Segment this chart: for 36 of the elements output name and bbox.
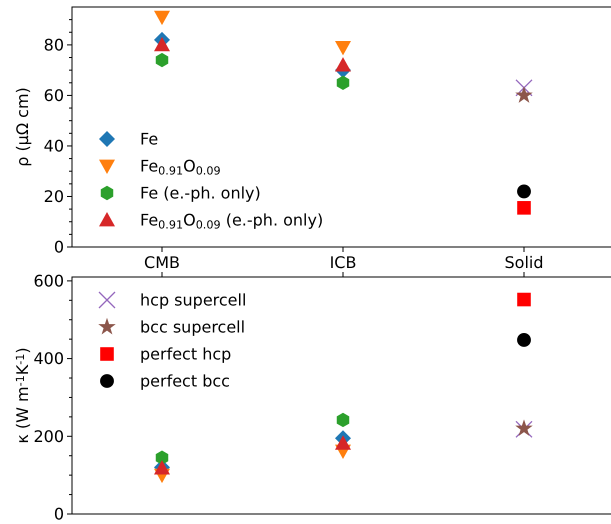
point bbox=[335, 57, 351, 72]
point bbox=[336, 412, 350, 428]
y-tick-label: 60 bbox=[44, 86, 64, 106]
y-axis-title: ρ (μΩ cm) bbox=[13, 87, 32, 167]
point bbox=[156, 52, 168, 68]
legend-label: Fe (e.-ph. only) bbox=[140, 184, 261, 203]
point bbox=[154, 36, 170, 52]
point bbox=[517, 292, 531, 306]
point bbox=[336, 76, 350, 90]
legend-label: perfect hcp bbox=[140, 344, 232, 364]
point bbox=[517, 333, 531, 347]
y-tick-label: 0 bbox=[54, 504, 64, 524]
point bbox=[156, 450, 168, 465]
y-tick-label: 600 bbox=[33, 271, 64, 290]
y-tick-label: 40 bbox=[44, 136, 64, 156]
point bbox=[154, 10, 170, 26]
point bbox=[517, 201, 531, 215]
legend-label: Fe bbox=[140, 130, 158, 149]
point bbox=[515, 79, 533, 96]
y-tick-label: 400 bbox=[33, 349, 64, 368]
point bbox=[335, 41, 351, 56]
x-tick-label: Solid bbox=[504, 253, 544, 272]
point bbox=[517, 184, 531, 198]
legend-label: bcc supercell bbox=[140, 318, 246, 337]
legend-label: hcp supercell bbox=[140, 290, 246, 310]
point bbox=[515, 86, 533, 103]
point bbox=[335, 435, 351, 450]
x-tick-label: CMB bbox=[144, 253, 180, 272]
x-tick-label: ICB bbox=[330, 253, 356, 272]
legend-label: Fe$_{0.91}$O$_{0.09}$ (e.-ph. only) bbox=[140, 210, 324, 232]
y-tick-label: 20 bbox=[44, 187, 64, 206]
y-tick-label: 80 bbox=[44, 35, 64, 54]
legend-label: perfect bcc bbox=[140, 372, 230, 391]
legend-label: Fe$_{0.91}$O$_{0.09}$ bbox=[140, 156, 221, 178]
y-tick-label: 0 bbox=[54, 238, 64, 257]
y-tick-label: 200 bbox=[33, 426, 64, 446]
